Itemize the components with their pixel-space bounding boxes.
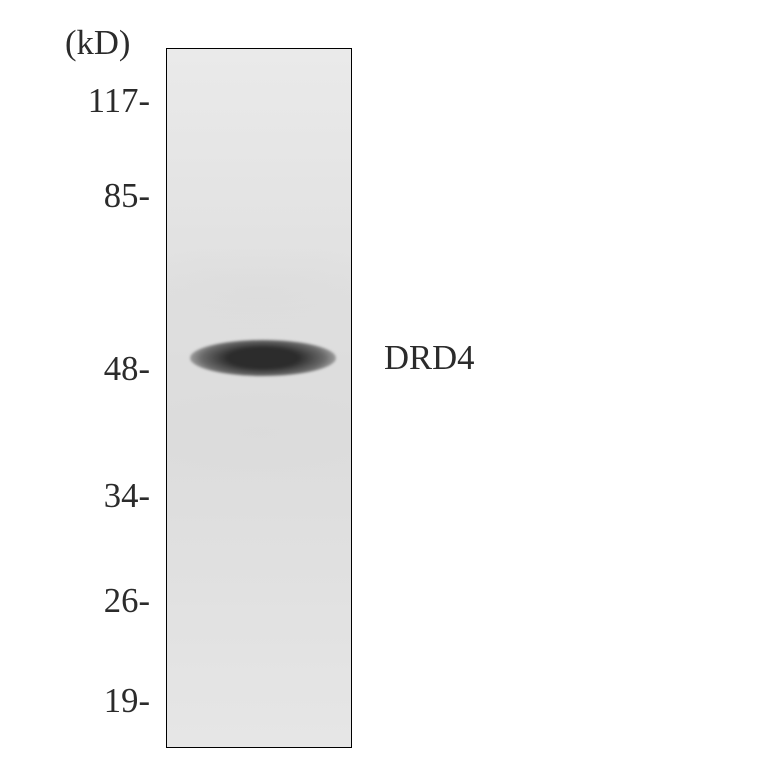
band-label-drd4: DRD4: [384, 339, 475, 378]
marker-117: 117-: [0, 82, 150, 121]
marker-48: 48-: [0, 350, 150, 389]
marker-26: 26-: [0, 582, 150, 621]
marker-85: 85-: [0, 177, 150, 216]
western-blot-figure: (kD) 117- 85- 48- 34- 26- 19- DRD4: [0, 0, 764, 764]
marker-34: 34-: [0, 477, 150, 516]
marker-19: 19-: [0, 682, 150, 721]
blot-lane: [166, 48, 352, 748]
band-drd4: [190, 340, 336, 376]
unit-label: (kD): [65, 24, 130, 63]
